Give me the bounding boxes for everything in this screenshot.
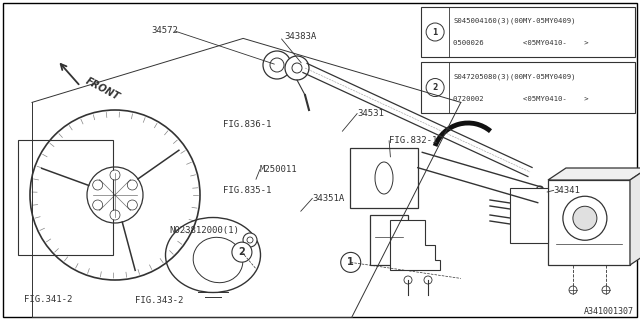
Text: 34572: 34572 [151,26,178,35]
Circle shape [243,233,257,247]
Text: 34351A: 34351A [312,194,344,203]
Circle shape [573,206,597,230]
Circle shape [424,276,432,284]
Circle shape [247,237,253,243]
Circle shape [110,170,120,180]
Text: 34383A: 34383A [285,32,317,41]
Text: 0720002         <05MY0410-    >: 0720002 <05MY0410- > [453,96,589,101]
Circle shape [110,210,120,220]
Circle shape [340,252,361,272]
Circle shape [404,276,412,284]
Bar [510,188,548,243]
Bar [370,215,408,265]
Text: FIG.343-2: FIG.343-2 [134,296,183,305]
Text: A341001307: A341001307 [584,308,634,316]
Polygon shape [548,168,640,180]
Circle shape [426,78,444,97]
Circle shape [563,196,607,240]
Text: 34531: 34531 [357,109,384,118]
Bar [350,148,418,208]
Circle shape [127,180,138,190]
Polygon shape [390,220,440,270]
Text: FIG.341-2: FIG.341-2 [24,295,72,304]
Bar [421,62,635,113]
Polygon shape [630,168,640,265]
Bar [421,7,635,57]
Circle shape [602,286,610,294]
Text: 2: 2 [239,247,245,257]
Polygon shape [548,180,630,265]
Text: M250011: M250011 [260,165,298,174]
Circle shape [93,200,102,210]
Circle shape [127,200,138,210]
Circle shape [270,58,284,72]
Text: 2: 2 [433,83,438,92]
Circle shape [232,242,252,262]
Text: S047205080(3)(00MY-05MY0409): S047205080(3)(00MY-05MY0409) [453,73,575,80]
Circle shape [569,286,577,294]
Text: N023812000(1): N023812000(1) [170,226,239,235]
Circle shape [285,56,309,80]
Circle shape [263,51,291,79]
Text: 0500026         <05MY0410-    >: 0500026 <05MY0410- > [453,40,589,46]
Circle shape [426,23,444,41]
Text: FIG.832-1: FIG.832-1 [389,136,438,145]
Circle shape [93,180,102,190]
Text: 1: 1 [348,257,354,268]
Text: S045004160(3)(00MY-05MY0409): S045004160(3)(00MY-05MY0409) [453,18,575,24]
Text: FRONT: FRONT [84,76,121,102]
Text: FIG.835-1: FIG.835-1 [223,186,271,195]
Bar [18,140,113,255]
Text: 34341: 34341 [554,186,580,195]
Text: 1: 1 [433,28,438,36]
Text: FIG.836-1: FIG.836-1 [223,120,271,129]
Circle shape [292,63,302,73]
